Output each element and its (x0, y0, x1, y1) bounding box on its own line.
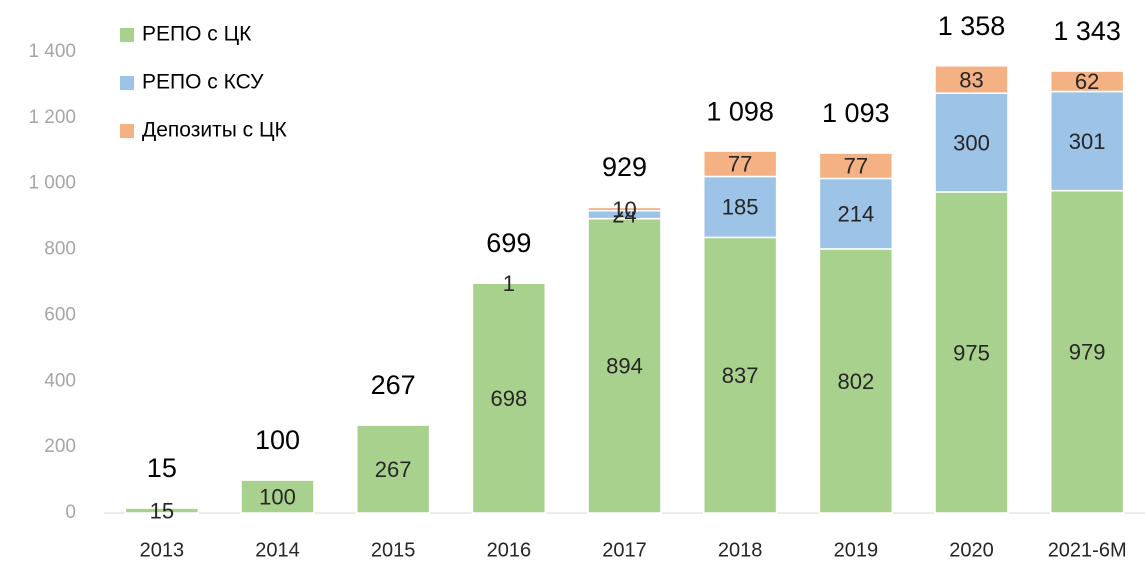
segment-label: 301 (1069, 129, 1106, 154)
bar-segment (1049, 189, 1125, 514)
total-label: 1 098 (706, 97, 774, 127)
bar-segment (240, 479, 315, 514)
legend-label: Депозиты с ЦК (142, 119, 287, 142)
y-tick-label: 0 (65, 502, 76, 523)
y-tick-label: 1 000 (28, 173, 76, 194)
x-tick-label: 2016 (487, 539, 532, 561)
bar-segment (818, 177, 894, 250)
y-tick-label: 1 400 (28, 41, 76, 62)
total-label: 100 (255, 425, 300, 455)
legend-swatch (120, 124, 134, 138)
bar-segment (355, 424, 431, 514)
legend-label: РЕПО с КСУ (142, 71, 264, 94)
total-label: 929 (602, 152, 647, 182)
bar-segment (587, 217, 662, 514)
bar-segment (1049, 90, 1125, 192)
bar-segment (702, 236, 778, 514)
x-tick-label: 2021-6M (1048, 539, 1127, 561)
y-tick-label: 400 (44, 370, 76, 391)
x-tick-label: 2019 (834, 539, 879, 561)
x-tick-label: 2014 (255, 539, 300, 561)
bar-segment (818, 152, 894, 180)
segment-label: 837 (722, 363, 759, 388)
y-tick-label: 800 (44, 239, 76, 260)
x-tick-label: 2013 (140, 539, 185, 561)
total-label: 1 358 (938, 11, 1006, 41)
segment-label: 802 (837, 369, 874, 394)
segment-label: 62 (1075, 69, 1099, 94)
bar-segment (702, 150, 778, 178)
segment-label: 77 (844, 154, 868, 179)
bar-segment (934, 191, 1009, 514)
segment-label: 185 (722, 195, 759, 220)
x-tick-label: 2020 (949, 539, 994, 561)
bar-segment (934, 92, 1009, 193)
total-label: 267 (371, 370, 416, 400)
bar-segment (587, 206, 662, 212)
segment-label: 1 (503, 271, 515, 296)
segment-label: 894 (606, 354, 643, 379)
total-label: 1 093 (822, 98, 890, 128)
total-label: 699 (486, 228, 531, 258)
y-tick-label: 200 (44, 436, 76, 457)
segment-label: 24 (612, 202, 636, 227)
segment-label: 698 (490, 386, 527, 411)
segment-label: 77 (728, 152, 752, 177)
bar-segment (471, 282, 547, 514)
segment-label: 300 (953, 130, 990, 155)
segment-label: 10 (612, 197, 636, 222)
legend-swatch (120, 28, 134, 42)
bar-segment (124, 507, 200, 514)
segment-label: 100 (259, 484, 296, 509)
bar-segment (1049, 70, 1125, 93)
segment-label: 267 (375, 457, 412, 482)
x-tick-label: 2018 (718, 539, 763, 561)
segment-label: 975 (953, 340, 990, 365)
total-label: 15 (147, 453, 177, 483)
bar-segment (702, 175, 778, 239)
y-tick-label: 600 (44, 304, 76, 325)
x-tick-label: 2015 (371, 539, 416, 561)
segment-label: 214 (837, 201, 874, 226)
bar-segment (934, 65, 1009, 94)
legend-label: РЕПО с ЦК (142, 23, 252, 46)
total-label: 1 343 (1053, 16, 1121, 46)
segment-label: 979 (1069, 340, 1106, 365)
segment-label: 83 (959, 67, 983, 92)
segment-label: 15 (150, 498, 174, 523)
x-tick-label: 2017 (602, 539, 647, 561)
y-tick-label: 1 200 (28, 107, 76, 128)
legend-swatch (120, 76, 134, 90)
